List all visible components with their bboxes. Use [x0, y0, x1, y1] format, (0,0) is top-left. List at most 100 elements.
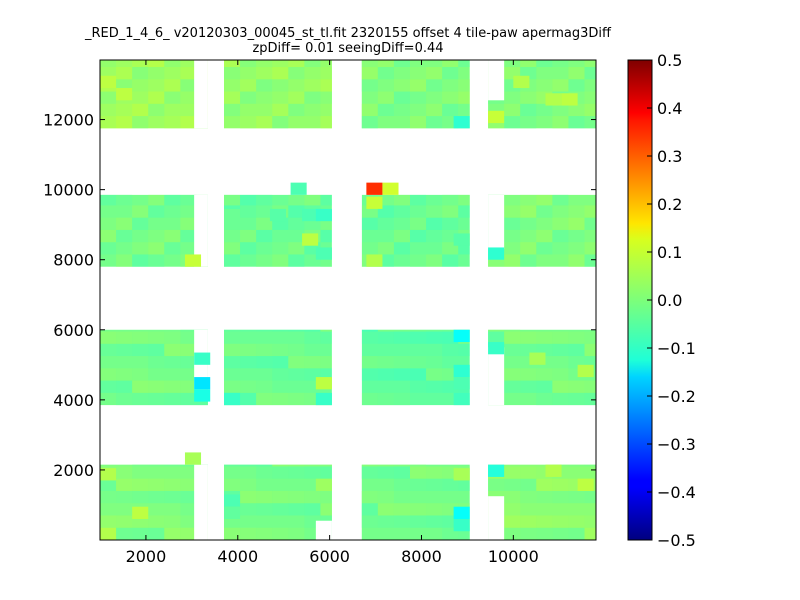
heatmap-cell	[100, 194, 117, 206]
heatmap-cell	[320, 464, 332, 467]
heatmap-cell	[132, 331, 149, 344]
heatmap-cell	[256, 343, 273, 357]
heatmap-cell	[536, 79, 553, 92]
heatmap-cell	[513, 75, 530, 89]
heatmap-cell	[148, 478, 165, 491]
heatmap-cell	[393, 478, 410, 491]
heatmap-cell	[256, 356, 273, 369]
heatmap-cell	[426, 368, 443, 381]
heatmap-cell	[382, 182, 399, 195]
heatmap-cell	[584, 380, 596, 393]
heatmap-cell	[240, 60, 257, 68]
heatmap-cell	[361, 392, 378, 406]
heatmap-cell	[377, 356, 394, 369]
heatmap-cell	[132, 67, 149, 80]
heatmap-cell	[520, 217, 537, 230]
heatmap-cell	[256, 229, 273, 243]
heatmap-cell	[100, 217, 117, 230]
blank-region	[331, 194, 362, 267]
heatmap-cell	[148, 194, 165, 206]
colorbar-tick-label: −0.2	[657, 387, 696, 406]
heatmap-cell	[180, 79, 197, 92]
heatmap-cell	[377, 329, 394, 332]
heatmap-cell	[504, 205, 521, 218]
heatmap-cell	[552, 79, 569, 92]
heatmap-cell	[504, 466, 521, 479]
heatmap-cell	[584, 60, 596, 68]
heatmap-cell	[568, 392, 585, 406]
heatmap-cell	[272, 490, 289, 504]
heatmap-cell	[100, 468, 117, 481]
heatmap-cell	[116, 116, 133, 129]
y-axis: 2000 4000 6000 8000 10000 12000	[43, 111, 596, 480]
heatmap-cell	[584, 356, 596, 369]
heatmap-cell	[426, 205, 443, 218]
heatmap-cell	[315, 392, 332, 406]
heatmap-cell	[256, 254, 273, 267]
y-tick-label: 8000	[53, 251, 94, 270]
heatmap-cell	[393, 356, 410, 369]
heatmap-cell	[410, 515, 427, 528]
heatmap-cell	[568, 217, 585, 230]
heatmap-cell	[361, 515, 378, 528]
heatmap-cell	[180, 67, 197, 80]
heatmap-cell	[520, 490, 537, 504]
heatmap-cell	[584, 331, 596, 344]
heatmap-cell	[584, 205, 596, 218]
heatmap-cell	[116, 229, 133, 243]
heatmap-cell	[272, 343, 289, 357]
heatmap-cell	[458, 527, 470, 540]
heatmap-cell	[520, 515, 537, 528]
heatmap-cell	[552, 515, 569, 528]
heatmap-cell	[132, 490, 149, 504]
heatmap-cell	[442, 217, 459, 230]
heatmap-cell	[148, 356, 165, 369]
x-tick-label: 8000	[401, 547, 442, 566]
heatmap-cell	[529, 352, 546, 365]
heatmap-cell	[442, 254, 459, 267]
y-tick-label: 10000	[43, 181, 94, 200]
heatmap-cell	[520, 205, 537, 218]
heatmap-cell	[377, 217, 394, 230]
heatmap-cell	[361, 356, 378, 369]
heatmap-cell	[393, 368, 410, 381]
heatmap-cell	[320, 466, 332, 479]
heatmap-cell	[320, 79, 332, 92]
y-tick-label: 4000	[53, 391, 94, 410]
heatmap-cell	[288, 368, 305, 381]
heatmap-cell	[393, 331, 410, 344]
plot-area	[100, 60, 596, 540]
heatmap-cell	[442, 329, 459, 332]
heatmap-cell	[116, 194, 133, 206]
heatmap-cell	[568, 79, 585, 92]
heatmap-cell	[164, 392, 181, 406]
heatmap-cell	[272, 503, 289, 516]
heatmap-cell	[304, 79, 321, 92]
heatmap-cell	[272, 466, 289, 479]
heatmap-cell	[272, 116, 289, 129]
heatmap-cell	[584, 464, 596, 467]
heatmap-cell	[132, 217, 149, 230]
heatmap-cell	[288, 464, 305, 467]
heatmap-cell	[148, 380, 165, 393]
heatmap-cell	[361, 116, 378, 129]
heatmap-cell	[504, 515, 521, 528]
heatmap-cell	[520, 254, 537, 267]
heatmap-cell	[377, 242, 394, 255]
heatmap-cell	[164, 343, 181, 357]
heatmap-cell	[180, 380, 197, 393]
heatmap-cell	[180, 503, 197, 516]
heatmap-cell	[520, 242, 537, 255]
heatmap-cell	[410, 67, 427, 80]
heatmap-cell	[180, 527, 197, 540]
heatmap-cell	[304, 464, 321, 467]
heatmap-cell	[288, 103, 305, 117]
heatmap-cell	[304, 329, 321, 332]
heatmap-cell	[116, 392, 133, 406]
heatmap-cell	[453, 468, 470, 481]
heatmap-cell	[393, 503, 410, 516]
colorbar-gradient	[627, 59, 653, 541]
heatmap-cell	[577, 478, 594, 491]
heatmap-cell	[164, 527, 181, 540]
heatmap-cell	[148, 515, 165, 528]
